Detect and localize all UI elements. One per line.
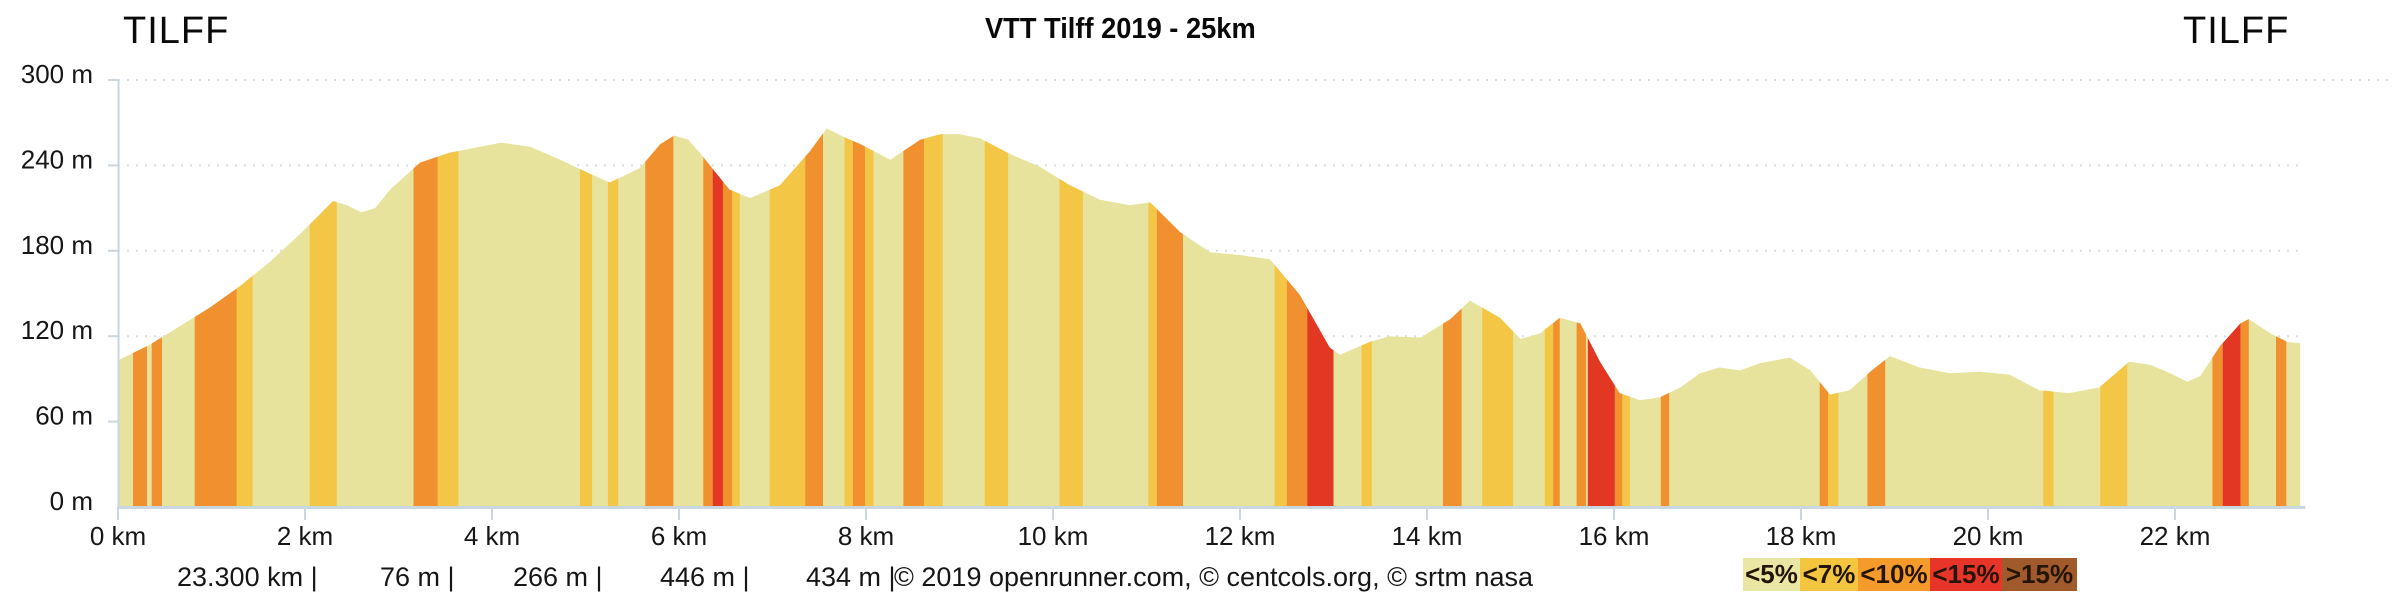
gradient-band — [1819, 128, 1829, 507]
gradient-band — [133, 128, 147, 507]
legend-item-lt5: <5% — [1743, 558, 1800, 591]
gradient-band — [703, 128, 713, 507]
gradient-band — [1622, 128, 1630, 507]
y-axis-label: 180 m — [21, 230, 93, 260]
axis-labels: 0 m 60 m 120 m 180 m 240 m 300 m 0 km 2 km 4 km 6… — [21, 59, 2211, 551]
page-title: VTT Tilff 2019 - 25km — [985, 13, 1256, 45]
legend-label: >15% — [2005, 559, 2074, 589]
gradient-band — [712, 128, 723, 507]
gradient-band — [1867, 128, 1886, 507]
gradient-band — [579, 128, 593, 507]
elevation-area — [118, 128, 2301, 507]
gradient-band — [769, 128, 806, 507]
gradient-legend: <5% <7% <10% <15% >15% — [1743, 558, 2077, 591]
gradient-band — [984, 128, 1009, 507]
axes — [108, 79, 2306, 520]
x-axis-label: 14 km — [1392, 521, 1463, 551]
gradient-band — [607, 128, 619, 507]
x-axis-label: 12 km — [1205, 521, 1276, 551]
copyright-text: © 2019 openrunner.com, © centcols.org, ©… — [894, 562, 1533, 592]
gradient-band — [194, 128, 237, 507]
gradient-band — [151, 128, 162, 507]
gradient-band — [1587, 128, 1615, 507]
legend-label: <15% — [1932, 559, 2000, 589]
stat-total-descent: 434 m | — [806, 562, 896, 592]
gradient-band — [1442, 128, 1462, 507]
gradient-band — [1544, 128, 1554, 507]
gradient-band — [844, 128, 853, 507]
y-axis-label: 60 m — [35, 401, 93, 431]
x-axis-label: 18 km — [1766, 521, 1837, 551]
gradient-band — [865, 128, 874, 507]
x-axis-label: 22 km — [2140, 521, 2211, 551]
gradient-band — [2100, 128, 2128, 507]
gradient-band — [2043, 128, 2054, 507]
x-axis-label: 6 km — [651, 521, 707, 551]
gradient-band — [1156, 128, 1183, 507]
gradient-band — [1286, 128, 1308, 507]
gradient-band — [2276, 128, 2287, 507]
legend-item-gt15: >15% — [2002, 558, 2077, 591]
gradient-band — [1274, 128, 1287, 507]
gradient-band — [1059, 128, 1083, 507]
gradient-band — [2240, 128, 2249, 507]
y-axis-label: 120 m — [21, 315, 93, 345]
gradient-band — [309, 128, 337, 507]
x-axis-label: 4 km — [464, 521, 520, 551]
gradient-band — [903, 128, 924, 507]
x-axis-label: 8 km — [838, 521, 894, 551]
gradient-band — [732, 128, 740, 507]
gradient-band — [2222, 128, 2241, 507]
end-location-label: TILFF — [2183, 10, 2290, 52]
gradient-band — [805, 128, 823, 507]
gradient-band — [236, 128, 253, 507]
y-axis-label: 240 m — [21, 144, 93, 174]
gradient-band — [1576, 128, 1586, 507]
gradient-band — [1828, 128, 1839, 507]
stat-max-elevation: 266 m | — [513, 562, 603, 592]
gradient-band — [1307, 128, 1334, 507]
gradient-band — [852, 128, 866, 507]
stat-total-distance: 23.300 km | — [177, 562, 318, 592]
gradient-band — [1553, 128, 1560, 507]
x-axis-label: 20 km — [1953, 521, 2024, 551]
legend-label: <7% — [1802, 559, 1856, 589]
y-axis-label: 0 m — [50, 486, 93, 516]
gradient-band — [1148, 128, 1157, 507]
legend-item-lt15: <15% — [1930, 558, 2002, 591]
x-axis-label: 0 km — [90, 521, 146, 551]
legend-item-lt7: <7% — [1800, 558, 1858, 591]
gradient-band — [413, 128, 438, 507]
legend-item-lt10: <10% — [1858, 558, 1930, 591]
gradient-band — [722, 128, 733, 507]
gradient-band — [1660, 128, 1670, 507]
legend-label: <10% — [1860, 559, 1928, 589]
legend-label: <5% — [1745, 559, 1798, 589]
gradient-band — [2212, 128, 2223, 507]
gradient-band — [1614, 128, 1623, 507]
gradient-band — [437, 128, 459, 507]
gradient-band — [645, 128, 674, 507]
stat-total-ascent: 446 m | — [660, 562, 750, 592]
gradient-band — [924, 128, 943, 507]
gradient-band — [1361, 128, 1372, 507]
x-axis-label: 2 km — [277, 521, 333, 551]
x-axis-label: 16 km — [1579, 521, 1650, 551]
gradient-band — [1482, 128, 1514, 507]
y-axis-label: 300 m — [21, 59, 93, 89]
x-axis-label: 10 km — [1018, 521, 1089, 551]
stat-min-elevation: 76 m | — [380, 562, 455, 592]
start-location-label: TILFF — [123, 10, 230, 52]
